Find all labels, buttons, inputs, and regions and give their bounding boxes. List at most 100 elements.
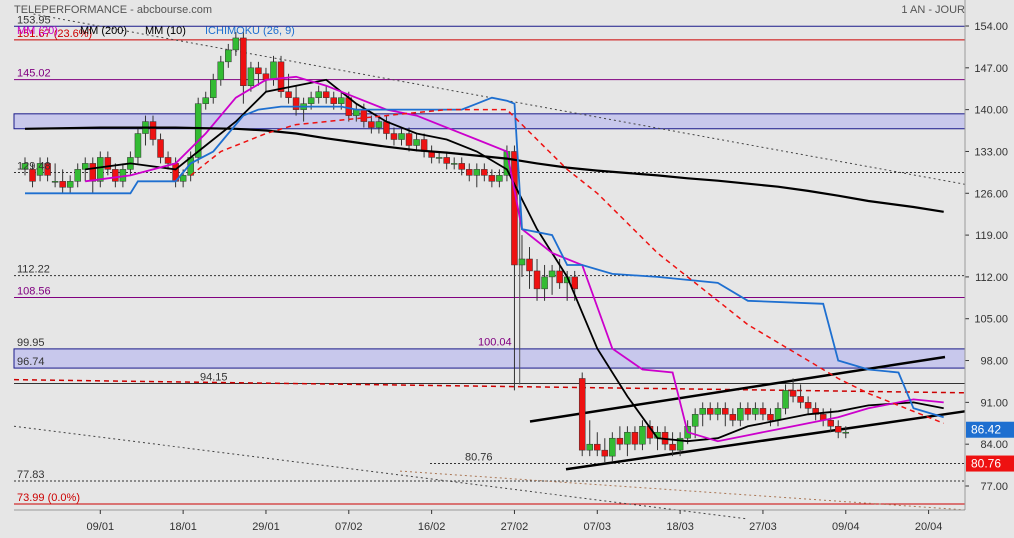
candle-body [36, 163, 44, 176]
candle-body [691, 414, 699, 427]
candle-27 [217, 55, 225, 86]
candle-body [834, 426, 842, 433]
y-axis-background [965, 0, 1014, 538]
candle-93 [714, 402, 722, 421]
candle-body [676, 437, 684, 451]
candle-body [435, 157, 443, 159]
candle-body [29, 169, 36, 182]
price-label-10: 100.04 [478, 336, 512, 348]
legend-entry-2: MM (200) [80, 25, 127, 37]
price-label-8: 96.74 [17, 356, 45, 368]
candle-body [571, 276, 578, 290]
plot-background [0, 0, 965, 510]
trend-line-5 [565, 410, 966, 471]
candle-16 [134, 127, 142, 164]
candle-26 [210, 73, 217, 104]
candle-28 [225, 43, 232, 68]
candle-47 [368, 115, 375, 134]
candle-75 [578, 372, 586, 457]
candle-body [134, 133, 142, 158]
candle-12 [104, 151, 112, 176]
y-tick-label-11: 84.00 [980, 439, 1008, 451]
candle-body [179, 175, 187, 182]
candle-94 [722, 402, 729, 427]
candle-31 [247, 61, 255, 92]
price-label-11: 80.76 [465, 452, 493, 464]
y-tick-label-6: 119.00 [975, 230, 1008, 242]
candle-68 [526, 247, 533, 289]
candle-99 [759, 402, 767, 421]
x-tick-label-3: 29/01 [252, 521, 280, 533]
price-label-5: 112.22 [17, 264, 50, 276]
candle-body [586, 443, 593, 451]
candle-body [390, 133, 398, 140]
legend-entry-4: ICHIMOKU (26, 9) [205, 25, 295, 37]
x-tick-label-1: 09/01 [87, 521, 115, 533]
candle-2 [29, 163, 36, 188]
candle-100 [767, 408, 774, 427]
y-tick-label-10: 91.00 [980, 397, 1008, 409]
candle-body [827, 420, 834, 427]
candle-83 [639, 420, 646, 451]
x-axis: 09/01 18/01 29/01 07/02 16/02 27/02 07/03 18/03… [14, 509, 965, 533]
price-label-12: 77.83 [17, 469, 45, 481]
candle-body [59, 181, 66, 188]
price-label-4: 129.48 [17, 160, 51, 172]
candle-body [789, 390, 797, 397]
y-tick-label-7: 112.00 [975, 272, 1008, 284]
candle-body [533, 270, 541, 290]
support-price-badge [966, 455, 1014, 472]
price-label-1: 153.95 [17, 14, 51, 26]
candle-40 [315, 85, 322, 104]
candle-body [774, 408, 782, 421]
candle-29 [232, 31, 240, 56]
candle-76 [586, 420, 593, 457]
resistance-zone-2 [13, 348, 966, 369]
candle-body [443, 157, 450, 164]
candle-body [164, 157, 172, 164]
candle-body [752, 408, 759, 415]
price-label-13: 73.99 (0.0%) [17, 492, 80, 504]
candle-body [699, 408, 706, 415]
candle-body [594, 443, 601, 451]
candle-body [526, 258, 533, 272]
candle-body [639, 426, 646, 445]
candle-body [217, 61, 225, 81]
candle-body [51, 181, 59, 183]
candle-57 [443, 151, 450, 170]
candle-30 [240, 31, 247, 104]
candle-body [307, 97, 315, 104]
candle-body [112, 169, 119, 182]
candle-body [578, 378, 586, 451]
candle-body [322, 91, 330, 98]
x-tick-label-9: 27/03 [749, 521, 777, 533]
current-price-label: 86.42 [971, 423, 1001, 437]
candle-body [737, 408, 744, 421]
candle-body [714, 408, 722, 415]
candle-body [556, 270, 563, 284]
candle-body [89, 163, 97, 182]
candle-body [353, 109, 360, 116]
candle-110 [842, 426, 850, 439]
x-tick-label-2: 18/01 [169, 521, 197, 533]
candle-67 [518, 235, 526, 277]
y-tick-label-2: 147.00 [974, 63, 1008, 75]
candle-body [767, 414, 774, 421]
candle-62 [481, 163, 488, 182]
candle-6 [59, 169, 66, 194]
candle-body [518, 258, 526, 266]
candle-body [44, 163, 51, 176]
candle-body [541, 276, 548, 290]
candle-96 [737, 402, 744, 427]
candle-103 [789, 378, 797, 403]
price-label-3: 145.02 [17, 68, 51, 80]
series-line-3 [24, 126, 944, 213]
candle-104 [797, 384, 804, 409]
candle-71 [548, 264, 556, 295]
candle-body [450, 163, 458, 165]
x-tick-label-8: 18/03 [666, 521, 694, 533]
candle-70 [541, 264, 548, 301]
y-tick-label-12: 77.00 [980, 481, 1008, 493]
legend: MM (20) MM (200) MM (10) ICHIMOKU (26, 9) [17, 25, 295, 37]
